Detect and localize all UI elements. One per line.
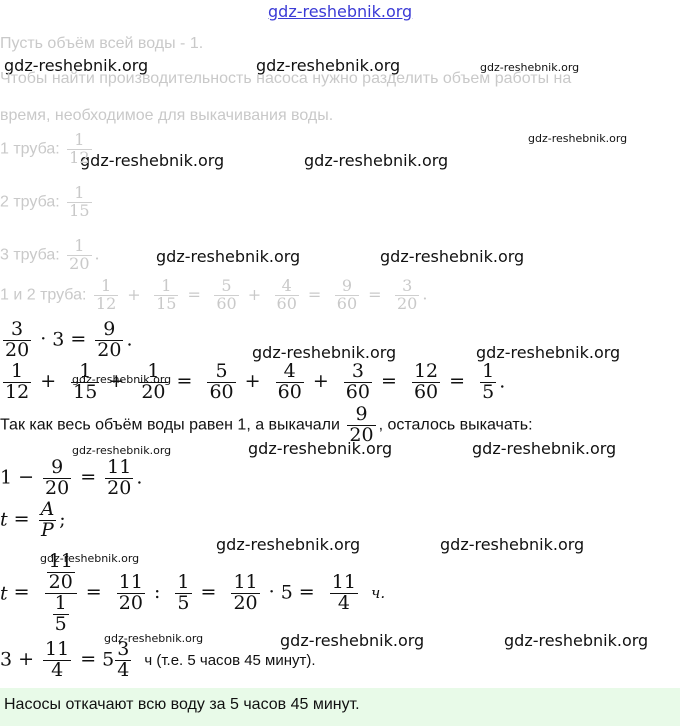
pipe-label: 3 труба: bbox=[0, 246, 60, 264]
intro-line: Чтобы найти производительность насоса ну… bbox=[0, 70, 572, 87]
watermark: gdz-reshebnik.org bbox=[480, 61, 580, 74]
watermark: gdz-reshebnik.org bbox=[72, 373, 172, 386]
watermark: gdz-reshebnik.org bbox=[304, 151, 449, 170]
fraction: 1 12 bbox=[67, 130, 92, 167]
watermark: gdz-reshebnik.org bbox=[252, 343, 397, 362]
pipe-label: 1 и 2 труба: bbox=[0, 286, 87, 304]
watermark: gdz-reshebnik.org bbox=[248, 439, 393, 458]
intro-line: Пусть объём всей воды - 1. bbox=[0, 35, 204, 52]
pipe-label: 2 труба: bbox=[0, 193, 60, 211]
watermark: gdz-reshebnik.org bbox=[528, 132, 628, 145]
pipe-1-line: 1 труба: 1 12 bbox=[0, 130, 95, 167]
fraction: 9 20 bbox=[347, 403, 376, 446]
watermark: gdz-reshebnik.org bbox=[440, 535, 585, 554]
header-site-link[interactable]: gdz-reshebnik.org bbox=[268, 2, 413, 21]
equation-line: 1−9 20 = 11 20. bbox=[0, 456, 143, 499]
answer-box: Насосы откачают всю воду за 5 часов 45 м… bbox=[0, 688, 680, 726]
watermark: gdz-reshebnik.org bbox=[256, 56, 401, 75]
answer-text: Насосы откачают всю воду за 5 часов 45 м… bbox=[4, 696, 360, 713]
watermark: gdz-reshebnik.org bbox=[72, 444, 172, 457]
watermark: gdz-reshebnik.org bbox=[104, 632, 204, 645]
watermark: gdz-reshebnik.org bbox=[380, 247, 525, 266]
watermark: gdz-reshebnik.org bbox=[504, 631, 649, 650]
watermark: gdz-reshebnik.org bbox=[40, 552, 140, 565]
fraction: 1 20 bbox=[67, 236, 92, 273]
equation-line: 3 20 · 3 = 9 20. bbox=[3, 318, 133, 361]
watermark: gdz-reshebnik.org bbox=[216, 535, 361, 554]
watermark: gdz-reshebnik.org bbox=[156, 247, 301, 266]
watermark: gdz-reshebnik.org bbox=[80, 151, 225, 170]
watermark: gdz-reshebnik.org bbox=[472, 439, 617, 458]
watermark: gdz-reshebnik.org bbox=[476, 343, 621, 362]
fraction: 1 15 bbox=[67, 183, 92, 220]
watermark: gdz-reshebnik.org bbox=[4, 56, 149, 75]
remaining-sentence: Так как весь объём воды равен 1, а выкач… bbox=[0, 403, 533, 446]
formula-line: t = A P; bbox=[0, 498, 66, 541]
pipe-2-line: 2 труба: 1 15 bbox=[0, 183, 95, 220]
intro-line: время, необходимое для выкачивания воды. bbox=[0, 107, 334, 124]
pipe-3-line: 3 труба: 1 20. bbox=[0, 236, 100, 273]
pipe-label: 1 труба: bbox=[0, 140, 60, 158]
equation-line: 3 +11 4 = 5 3 4 ч (т.е. 5 часов 45 минут). bbox=[0, 638, 316, 681]
watermark: gdz-reshebnik.org bbox=[280, 631, 425, 650]
